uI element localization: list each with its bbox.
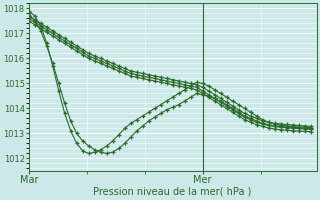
X-axis label: Pression niveau de la mer( hPa ): Pression niveau de la mer( hPa ): [93, 187, 252, 197]
